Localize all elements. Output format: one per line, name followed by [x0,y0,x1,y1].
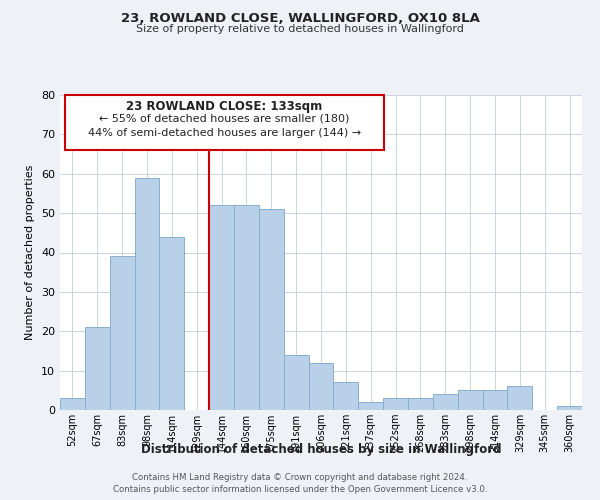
Y-axis label: Number of detached properties: Number of detached properties [25,165,35,340]
Text: Size of property relative to detached houses in Wallingford: Size of property relative to detached ho… [136,24,464,34]
Text: Contains HM Land Registry data © Crown copyright and database right 2024.: Contains HM Land Registry data © Crown c… [132,472,468,482]
Bar [234,205,259,410]
Bar [85,328,110,410]
Text: 23 ROWLAND CLOSE: 133sqm: 23 ROWLAND CLOSE: 133sqm [127,100,323,112]
Bar [557,406,582,410]
Bar [482,390,508,410]
Text: 44% of semi-detached houses are larger (144) →: 44% of semi-detached houses are larger (… [88,128,361,138]
Bar [110,256,134,410]
Bar [358,402,383,410]
Bar [259,209,284,410]
Bar [60,398,85,410]
Bar [284,355,308,410]
Text: ← 55% of detached houses are smaller (180): ← 55% of detached houses are smaller (18… [99,114,350,124]
Bar [433,394,458,410]
FancyBboxPatch shape [65,95,383,150]
Text: 23, ROWLAND CLOSE, WALLINGFORD, OX10 8LA: 23, ROWLAND CLOSE, WALLINGFORD, OX10 8LA [121,12,479,26]
Text: Contains public sector information licensed under the Open Government Licence v3: Contains public sector information licen… [113,485,487,494]
Text: Distribution of detached houses by size in Wallingford: Distribution of detached houses by size … [141,442,501,456]
Bar [160,237,184,410]
Bar [308,363,334,410]
Bar [458,390,482,410]
Bar [383,398,408,410]
Bar [134,178,160,410]
Bar [408,398,433,410]
Bar [334,382,358,410]
Bar [209,205,234,410]
Bar [508,386,532,410]
